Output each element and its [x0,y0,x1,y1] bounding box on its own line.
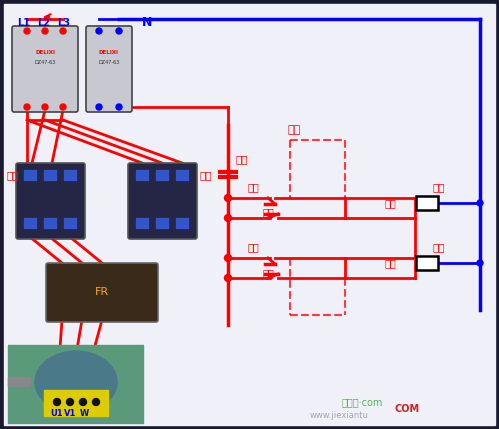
Text: 停止: 停止 [236,154,249,164]
Circle shape [60,104,66,110]
Text: DZ47-63: DZ47-63 [98,60,120,64]
Bar [44,170,56,180]
Bar [44,390,108,416]
Text: U1: U1 [50,409,63,418]
FancyBboxPatch shape [46,263,158,322]
Text: L3: L3 [57,18,70,28]
Text: W: W [80,409,89,418]
Text: L2: L2 [37,18,50,28]
Text: 反转: 反转 [200,170,213,180]
Bar [24,170,36,180]
Circle shape [66,399,73,405]
Bar [416,196,438,210]
Bar [24,218,36,228]
Text: 反转: 反转 [385,198,397,208]
Bar [64,218,76,228]
Text: 接线图·com: 接线图·com [342,397,383,407]
Text: 反转: 反转 [433,242,446,252]
Text: DZ47-63: DZ47-63 [34,60,56,64]
Text: L1: L1 [17,18,30,28]
Circle shape [225,254,232,262]
Circle shape [225,194,232,202]
Circle shape [225,275,232,281]
Text: www.jiexiantu: www.jiexiantu [310,411,369,420]
Circle shape [96,28,102,34]
Circle shape [79,399,86,405]
Circle shape [60,28,66,34]
Text: V1: V1 [64,409,76,418]
Text: 正转: 正转 [263,268,275,278]
FancyBboxPatch shape [12,26,78,112]
Text: 反转: 反转 [263,207,275,217]
FancyBboxPatch shape [86,26,132,112]
Circle shape [116,104,122,110]
Circle shape [225,214,232,221]
Bar [44,218,56,228]
Circle shape [477,260,483,266]
Bar [156,170,168,180]
Circle shape [53,399,60,405]
Text: 正转: 正转 [433,182,446,192]
Text: 正转: 正转 [6,170,18,180]
Circle shape [92,399,99,405]
Bar [156,218,168,228]
Text: COM: COM [395,404,420,414]
Circle shape [24,28,30,34]
FancyBboxPatch shape [128,163,197,239]
Text: DELIXI: DELIXI [99,49,119,54]
Circle shape [116,28,122,34]
Bar [136,218,148,228]
Bar [176,218,188,228]
Text: FR: FR [95,287,109,297]
Circle shape [42,104,48,110]
Bar [176,170,188,180]
Ellipse shape [35,351,117,413]
Text: DELIXI: DELIXI [35,49,55,54]
Circle shape [42,28,48,34]
Bar [64,170,76,180]
Text: 正转: 正转 [385,258,397,268]
Text: N: N [142,16,152,29]
Text: 启动: 启动 [248,242,260,252]
Text: 启动: 启动 [248,182,260,192]
Text: 正转: 正转 [288,125,301,135]
FancyBboxPatch shape [16,163,85,239]
Circle shape [24,104,30,110]
Bar [8,377,30,386]
Bar [416,256,438,270]
Circle shape [96,104,102,110]
Bar [8,345,143,423]
Circle shape [477,200,483,206]
Bar [136,170,148,180]
